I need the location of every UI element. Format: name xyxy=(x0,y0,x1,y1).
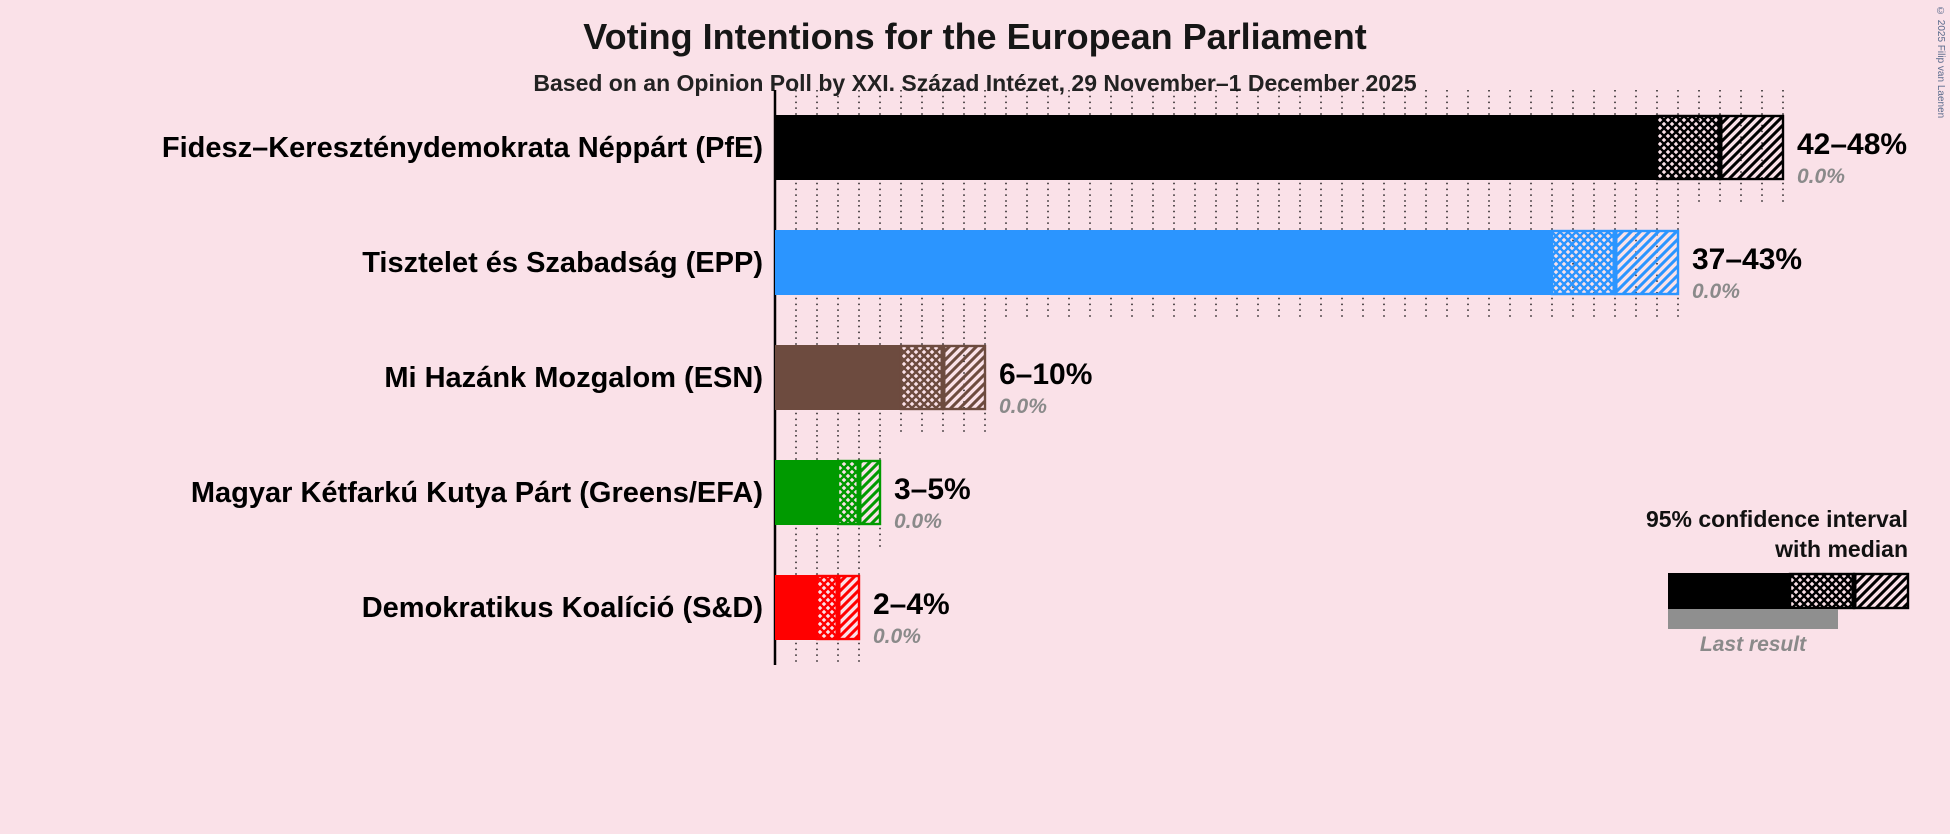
bar-ci-upper-diagonal xyxy=(836,574,861,641)
party-label: Magyar Kétfarkú Kutya Párt (Greens/EFA) xyxy=(191,477,763,509)
chart-title: Voting Intentions for the European Parli… xyxy=(583,16,1367,57)
last-result-value: 0.0% xyxy=(999,395,1047,418)
bar-solid xyxy=(775,345,901,410)
party-label: Fidesz–Kereszténydemokrata Néppárt (PfE) xyxy=(162,132,763,164)
legend-ci-label-line1: 95% confidence interval xyxy=(1645,506,1908,532)
chart-subtitle: Based on an Opinion Poll by XXI. Század … xyxy=(533,70,1417,96)
ci-range-label: 3–5% xyxy=(894,473,971,506)
ci-range-label: 2–4% xyxy=(873,588,950,621)
bar-ci-upper-diagonal xyxy=(857,459,882,526)
bar-row-1: Tisztelet és Szabadság (EPP) 37–43% 0.0% xyxy=(362,229,1802,303)
bar-row-4: Demokratikus Koalíció (S&D) 2–4% 0.0% xyxy=(362,574,950,648)
bar-ci-upper-diagonal xyxy=(1718,114,1785,181)
party-label: Demokratikus Koalíció (S&D) xyxy=(362,592,763,624)
bar-ci-lower-crosshatch xyxy=(1655,114,1722,181)
party-label: Mi Hazánk Mozgalom (ESN) xyxy=(384,362,763,394)
ci-range-label: 37–43% xyxy=(1692,243,1802,276)
bar-ci-upper-diagonal xyxy=(941,344,987,411)
legend-solid-segment xyxy=(1668,573,1790,609)
bar-row-2: Mi Hazánk Mozgalom (ESN) 6–10% 0.0% xyxy=(384,344,1092,418)
copyright-notice: © 2025 Filip van Laenen xyxy=(1935,6,1946,119)
legend-last-result-label: Last result xyxy=(1699,633,1807,656)
legend-last-result-bar xyxy=(1668,609,1838,629)
legend-diagonal-segment xyxy=(1852,572,1910,610)
last-result-value: 0.0% xyxy=(894,510,942,533)
bar-ci-upper-diagonal xyxy=(1613,229,1680,296)
legend-ci-label-line2: with median xyxy=(1775,536,1908,562)
legend-crosshatch-segment xyxy=(1788,572,1856,610)
bar-ci-lower-crosshatch xyxy=(815,574,840,641)
last-result-value: 0.0% xyxy=(1692,280,1740,303)
bar-row-0: Fidesz–Kereszténydemokrata Néppárt (PfE)… xyxy=(162,114,1907,188)
bar-ci-lower-crosshatch xyxy=(1550,229,1617,296)
last-result-value: 0.0% xyxy=(1797,165,1845,188)
bar-solid xyxy=(775,575,817,640)
ci-range-label: 6–10% xyxy=(999,358,1092,391)
last-result-value: 0.0% xyxy=(873,625,921,648)
bar-row-3: Magyar Kétfarkú Kutya Párt (Greens/EFA) 3… xyxy=(191,459,971,533)
bar-ci-lower-crosshatch xyxy=(836,459,861,526)
bar-solid xyxy=(775,115,1657,180)
bar-ci-lower-crosshatch xyxy=(899,344,945,411)
ci-range-label: 42–48% xyxy=(1797,128,1907,161)
legend-sample xyxy=(1668,572,1910,629)
party-label: Tisztelet és Szabadság (EPP) xyxy=(362,247,763,279)
bar-solid xyxy=(775,460,838,525)
bar-solid xyxy=(775,230,1552,295)
